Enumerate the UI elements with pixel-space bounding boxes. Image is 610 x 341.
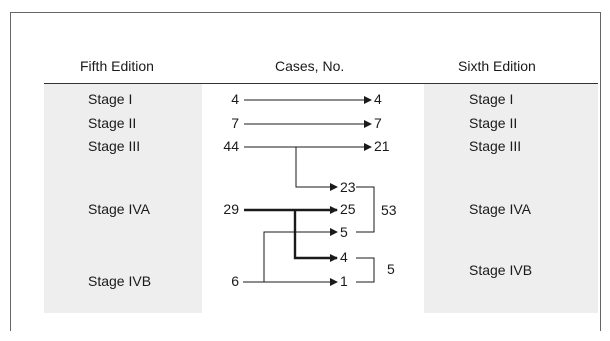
arrow-iii-to-iva	[295, 147, 338, 191]
left-count-stage-ivb: 6	[231, 273, 239, 289]
header-divider	[44, 83, 598, 84]
header-fifth-edition: Fifth Edition	[80, 58, 154, 74]
sixth-edition-panel	[424, 84, 598, 313]
fifth-stage-iii: Stage III	[88, 138, 141, 154]
arrow-iva-to-ivb	[293, 210, 338, 262]
sixth-stage-iii: Stage III	[469, 138, 522, 154]
fifth-stage-i: Stage I	[88, 91, 133, 107]
left-count-stage-i: 4	[231, 91, 239, 107]
header-cases: Cases, No.	[275, 58, 345, 74]
fifth-edition-panel	[44, 84, 202, 313]
bracket-iva	[356, 186, 375, 233]
sixth-stage-i: Stage I	[469, 91, 514, 107]
group-total-ivb: 5	[387, 261, 395, 277]
right-count-iva-from-iva: 25	[340, 201, 356, 217]
sixth-stage-ii: Stage II	[469, 115, 518, 131]
header-sixth-edition: Sixth Edition	[458, 58, 536, 74]
sixth-stage-ivb: Stage IVB	[469, 262, 533, 278]
sixth-stage-iva: Stage IVA	[469, 201, 532, 217]
right-count-stage-i: 4	[374, 91, 382, 107]
group-total-iva: 53	[381, 202, 397, 218]
bracket-ivb	[356, 257, 375, 283]
left-count-stage-iva: 29	[223, 201, 239, 217]
fifth-stage-iva: Stage IVA	[88, 201, 151, 217]
right-count-stage-iii: 21	[374, 138, 390, 154]
left-count-stage-ii: 7	[231, 115, 239, 131]
right-count-iva-from-iii: 23	[340, 179, 356, 195]
fifth-stage-ivb: Stage IVB	[88, 273, 152, 289]
right-count-iva-from-ivb: 5	[340, 224, 348, 240]
right-count-stage-ii: 7	[374, 115, 382, 131]
right-count-ivb-from-iva: 4	[340, 249, 348, 265]
figure-frame	[10, 12, 601, 331]
left-count-stage-iii: 44	[223, 138, 239, 154]
right-count-ivb-from-ivb: 1	[340, 273, 348, 289]
fifth-stage-ii: Stage II	[88, 115, 137, 131]
